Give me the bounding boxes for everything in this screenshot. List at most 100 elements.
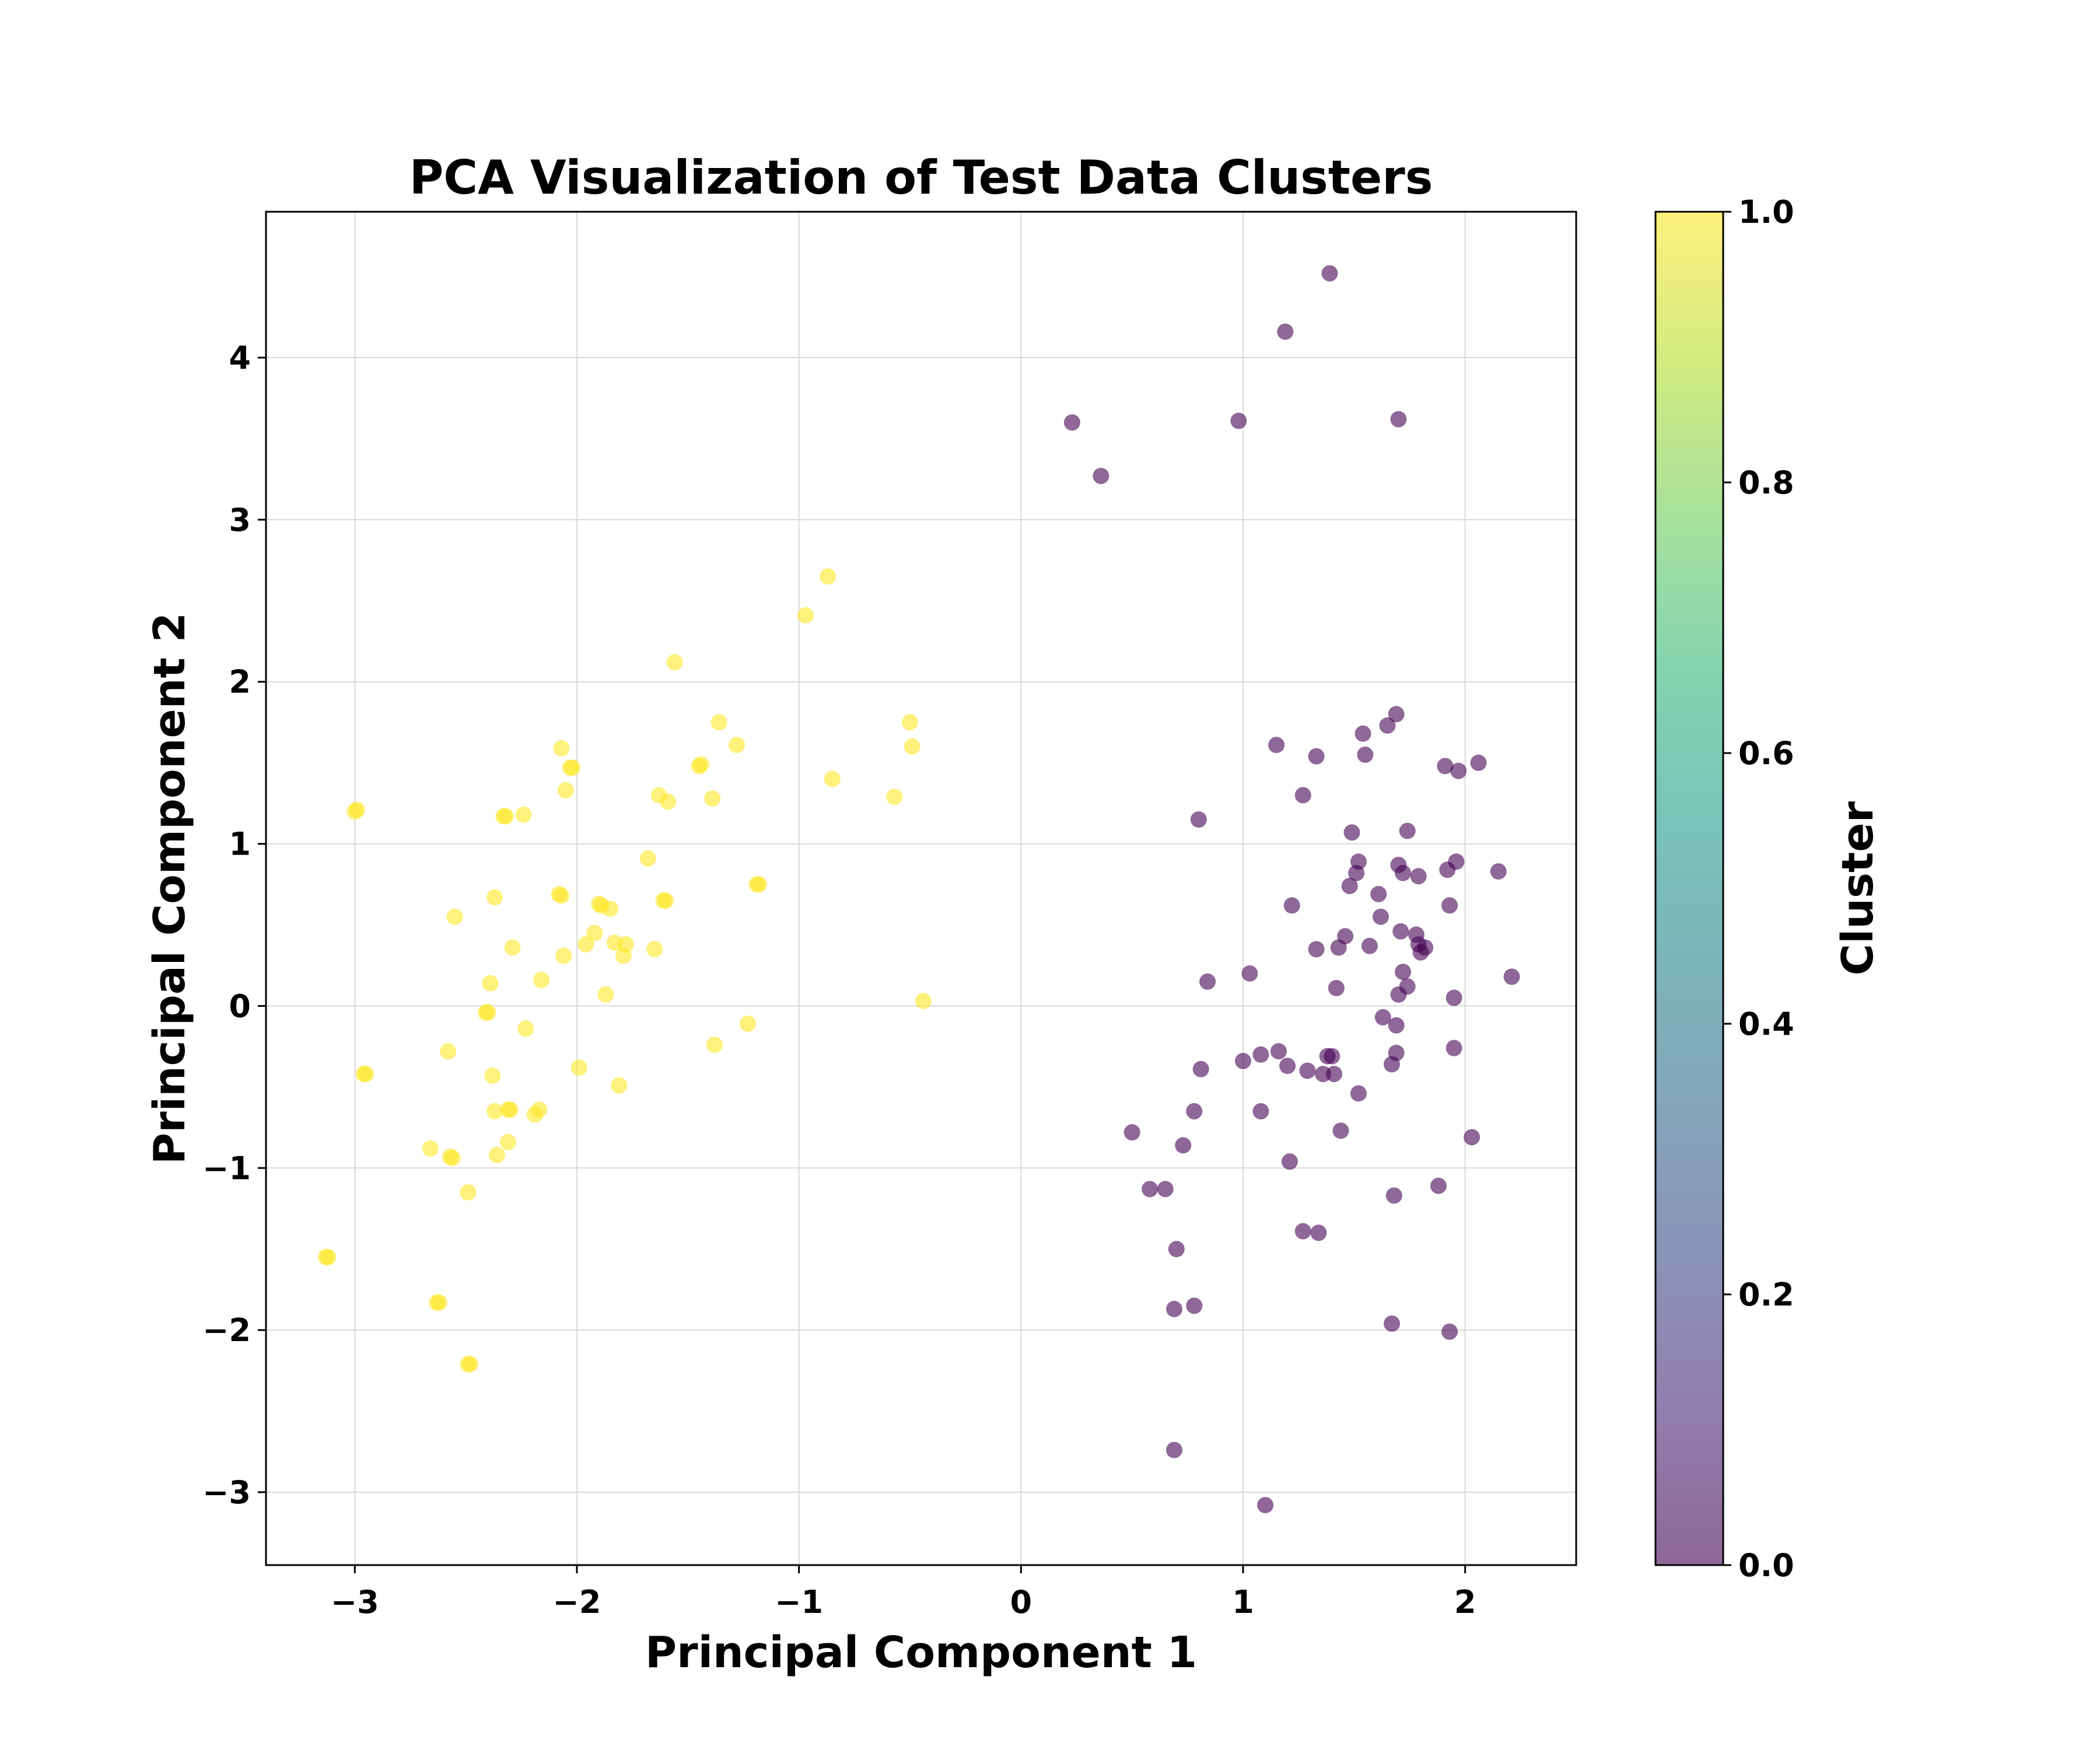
x-tick-label: −1 [775, 1584, 823, 1620]
colorbar-label: Cluster [1833, 801, 1883, 975]
scatter-point [1190, 811, 1207, 828]
scatter-point [1464, 1129, 1480, 1146]
scatter-point [1448, 853, 1465, 870]
scatter-point [1252, 1046, 1269, 1063]
scatter-point [484, 1067, 501, 1084]
scatter-point [533, 971, 550, 988]
scatter-point [1166, 1441, 1182, 1458]
y-tick-label: 4 [229, 340, 251, 376]
colorbar: 0.0 0.2 0.4 0.6 0.8 1.0 Cluster [1654, 194, 1883, 1584]
scatter-point [704, 790, 721, 807]
scatter-point [1392, 923, 1409, 940]
scatter-point [710, 714, 727, 731]
scatter-point [553, 887, 570, 904]
scatter-point [1308, 748, 1325, 765]
x-tick-label: −2 [553, 1584, 601, 1620]
scatter-point [740, 1016, 757, 1032]
scatter-point [1241, 965, 1258, 982]
scatter-point [1373, 908, 1390, 925]
scatter-point [586, 925, 603, 942]
scatter-point [1337, 928, 1354, 944]
scatter-point [904, 738, 921, 755]
scatter-point [555, 947, 572, 964]
scatter-point [1399, 978, 1416, 995]
scatter-point [824, 771, 841, 788]
scatter-point [1157, 1181, 1174, 1198]
x-tick-label: 0 [1010, 1584, 1032, 1620]
scatter-point [349, 802, 366, 818]
scatter-point [1199, 973, 1216, 990]
scatter-point [1168, 1241, 1185, 1258]
scatter-point [462, 1356, 479, 1373]
scatter-point [666, 654, 683, 671]
scatter-point [1186, 1103, 1203, 1120]
scatter-point [729, 737, 746, 754]
colorbar-tick-label: 1.0 [1738, 194, 1794, 230]
scatter-point [1370, 886, 1387, 902]
scatter-point [1437, 758, 1454, 775]
scatter-point [1441, 897, 1458, 914]
scatter-point [1446, 989, 1462, 1006]
scatter-point [1395, 964, 1412, 981]
scatter-point [482, 975, 499, 992]
scatter-point [1294, 1223, 1311, 1240]
scatter-point [320, 1249, 337, 1266]
scatter-point [1503, 968, 1520, 985]
scatter-point [611, 1077, 628, 1094]
scatter-point [639, 850, 656, 867]
scatter-point [1417, 939, 1434, 956]
scatter-point [706, 1037, 723, 1054]
plot-frame [265, 211, 1577, 1566]
scatter-point [430, 1294, 447, 1311]
scatter-point [517, 1020, 534, 1037]
scatter-point [1142, 1181, 1158, 1198]
scatter-point [358, 1066, 374, 1083]
scatter-point [488, 1147, 505, 1164]
scatter-point [1192, 1060, 1209, 1077]
scatter-point [446, 908, 463, 925]
x-tick-label: 2 [1454, 1584, 1476, 1620]
scatter-point [1490, 863, 1507, 880]
scatter-point [504, 939, 521, 956]
scatter-point [1299, 1062, 1316, 1079]
scatter-point [1124, 1124, 1140, 1141]
scatter-point [531, 1101, 548, 1118]
scatter-point [1388, 1017, 1405, 1034]
scatter-point [1270, 1043, 1287, 1060]
scatter-point [1324, 1048, 1340, 1065]
scatter-point [1390, 411, 1407, 428]
scatter-point [444, 1150, 461, 1167]
scatter-point [1283, 897, 1300, 914]
scatter-point [480, 1004, 496, 1021]
y-tick-label: −2 [202, 1312, 251, 1349]
scatter-point [460, 1184, 477, 1200]
x-axis-label: Principal Component 1 [645, 1628, 1197, 1678]
scatter-point [646, 941, 663, 958]
scatter-point [1470, 754, 1487, 771]
scatter-point [1350, 1085, 1367, 1102]
scatter-point [1446, 1040, 1462, 1056]
scatter-point [1294, 787, 1311, 804]
scatter-point [1166, 1301, 1182, 1318]
scatter-points [317, 265, 1520, 1514]
scatter-point [660, 793, 677, 810]
colorbar-tick-label: 0.6 [1738, 735, 1794, 772]
scatter-point [1361, 937, 1378, 954]
scatter-point [1410, 868, 1427, 885]
colorbar-tick-label: 0.8 [1738, 464, 1794, 501]
scatter-point [1230, 412, 1247, 429]
scatter-point [1175, 1137, 1192, 1154]
colorbar-tick-label: 0.4 [1738, 1006, 1794, 1042]
scatter-point [515, 806, 532, 823]
colorbar-gradient [1656, 212, 1723, 1565]
scatter-point [1388, 1045, 1405, 1062]
scatter-point [693, 756, 710, 773]
scatter-point [597, 986, 614, 1003]
scatter-point [1257, 1497, 1274, 1514]
scatter-point [1063, 414, 1080, 431]
scatter-point [1328, 979, 1345, 996]
y-axis-label: Principal Component 2 [145, 612, 195, 1164]
scatter-point [1354, 725, 1371, 742]
colorbar-frame [1654, 211, 1724, 1566]
